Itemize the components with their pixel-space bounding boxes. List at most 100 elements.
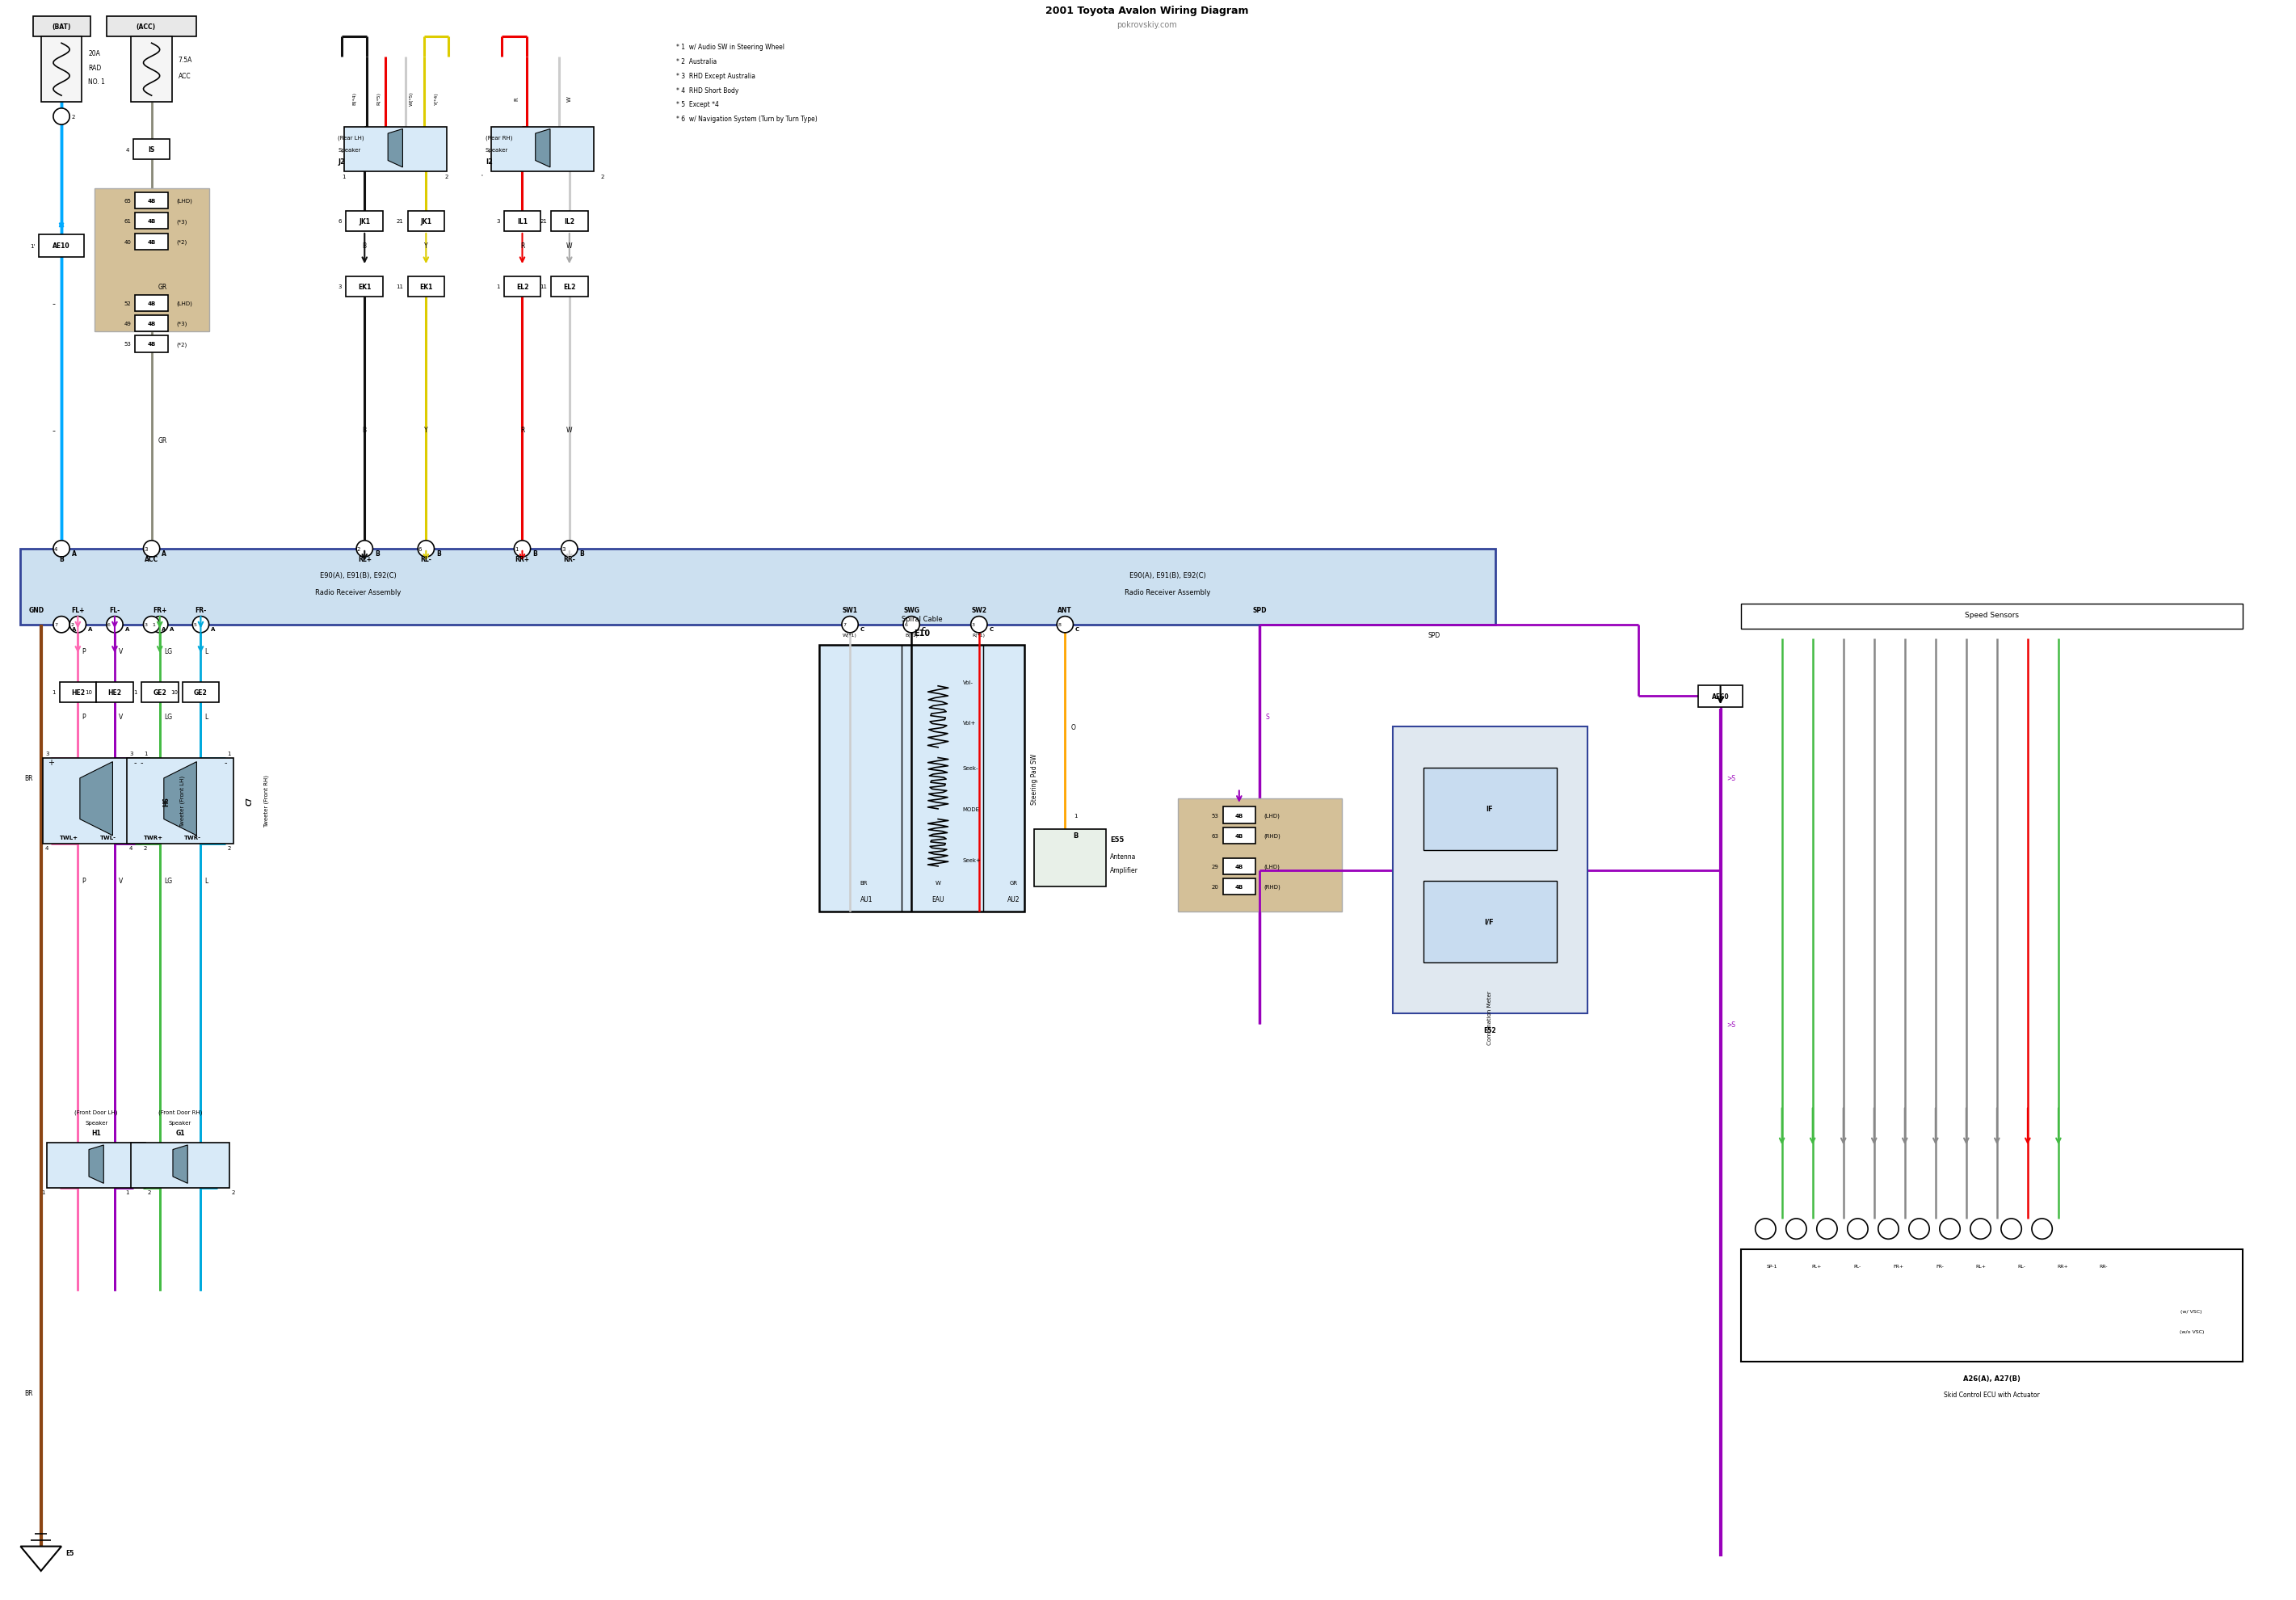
Text: 1: 1	[1075, 813, 1077, 818]
Text: 1: 1	[152, 622, 156, 627]
Text: * 2  Australia: * 2 Australia	[675, 58, 716, 66]
Text: 2: 2	[71, 622, 73, 627]
Text: 20A: 20A	[87, 50, 101, 58]
Bar	[21, 549, 1495, 626]
Text: EK1: EK1	[420, 283, 432, 291]
Text: >S: >S	[1727, 774, 1736, 782]
Text: 3: 3	[145, 622, 147, 627]
Bar	[551, 277, 588, 298]
Text: Tweeter (Front RH): Tweeter (Front RH)	[264, 774, 269, 827]
Bar	[106, 16, 197, 37]
Circle shape	[53, 541, 69, 557]
Circle shape	[1878, 1219, 1899, 1240]
Text: FR-: FR-	[195, 606, 207, 614]
Text: RL+: RL+	[1975, 1264, 1986, 1267]
Text: Antenna: Antenna	[1109, 853, 1137, 859]
Bar	[94, 189, 209, 333]
Text: A: A	[170, 627, 174, 632]
Text: ACC: ACC	[179, 72, 191, 80]
Text: V: V	[119, 648, 124, 654]
Bar	[44, 758, 149, 845]
Bar	[1178, 798, 1341, 912]
Bar	[181, 682, 218, 702]
Text: TWL-: TWL-	[101, 835, 117, 840]
Text: Y: Y	[425, 243, 427, 250]
Text: NO. 1: NO. 1	[87, 78, 106, 86]
Text: H6: H6	[163, 797, 170, 806]
Text: 40: 40	[124, 240, 131, 245]
Text: 53: 53	[1212, 813, 1219, 818]
Text: L: L	[204, 714, 209, 720]
Text: R(*1): R(*1)	[974, 634, 985, 637]
Text: 1: 1	[496, 285, 501, 290]
Text: Skid Control ECU with Actuator: Skid Control ECU with Actuator	[1945, 1392, 2039, 1398]
Text: Seek+: Seek+	[962, 858, 980, 862]
Text: (LHD): (LHD)	[177, 198, 193, 203]
Text: B: B	[436, 550, 441, 557]
Bar	[347, 277, 383, 298]
Text: 2: 2	[145, 846, 147, 851]
Text: Speaker: Speaker	[85, 1120, 108, 1125]
Text: EAU: EAU	[932, 896, 944, 902]
Bar	[1224, 806, 1256, 824]
Text: BR: BR	[25, 774, 32, 782]
Text: 3: 3	[46, 752, 48, 757]
Bar	[126, 758, 234, 845]
Text: R: R	[521, 427, 523, 434]
Text: P: P	[83, 877, 85, 885]
Text: A: A	[211, 627, 216, 632]
Text: -: -	[140, 758, 142, 766]
Text: 1': 1'	[30, 243, 34, 248]
Text: ANT: ANT	[1058, 606, 1072, 614]
Bar	[1033, 830, 1107, 886]
Text: AU1: AU1	[861, 896, 872, 902]
Text: Speaker: Speaker	[484, 147, 507, 152]
Text: V: V	[119, 714, 124, 720]
Text: GE2: GE2	[154, 690, 168, 696]
Text: -: -	[53, 299, 55, 307]
Text: B(*4): B(*4)	[351, 93, 356, 106]
Text: L: L	[204, 877, 209, 885]
Text: 21: 21	[540, 219, 546, 224]
Text: * 4  RHD Short Body: * 4 RHD Short Body	[675, 86, 739, 94]
Text: 4B: 4B	[1235, 885, 1244, 890]
Text: Speaker: Speaker	[170, 1120, 191, 1125]
Text: * 5  Except *4: * 5 Except *4	[675, 101, 719, 109]
Text: LG: LG	[163, 714, 172, 720]
Text: (RHD): (RHD)	[1263, 834, 1281, 838]
Text: B: B	[1072, 832, 1077, 840]
Polygon shape	[163, 762, 197, 835]
Polygon shape	[388, 130, 402, 168]
Text: (Rear RH): (Rear RH)	[484, 134, 512, 141]
Text: P: P	[83, 714, 85, 720]
Text: GR: GR	[158, 437, 168, 445]
Text: 10: 10	[85, 690, 92, 694]
Text: 11: 11	[397, 285, 404, 290]
Text: 6: 6	[338, 219, 342, 224]
Text: 2: 2	[602, 174, 604, 179]
Text: GND: GND	[30, 606, 44, 614]
Bar	[1699, 685, 1743, 707]
Text: A: A	[87, 627, 92, 632]
Text: 4B: 4B	[147, 198, 156, 203]
Circle shape	[53, 109, 69, 125]
Text: 65: 65	[124, 198, 131, 203]
Text: >S: >S	[1727, 1021, 1736, 1027]
Text: SWG: SWG	[902, 606, 918, 614]
Text: Vol-: Vol-	[962, 680, 974, 685]
Circle shape	[1786, 1219, 1807, 1240]
Text: 4B: 4B	[147, 240, 156, 245]
Text: JK1: JK1	[358, 218, 370, 226]
Text: -: -	[53, 426, 55, 435]
Circle shape	[418, 541, 434, 557]
Text: SPD: SPD	[1254, 606, 1267, 614]
Text: 7.5A: 7.5A	[179, 56, 193, 64]
Text: * 6  w/ Navigation System (Turn by Turn Type): * 6 w/ Navigation System (Turn by Turn T…	[675, 115, 817, 123]
Text: B: B	[374, 550, 379, 557]
Text: * 1  w/ Audio SW in Steering Wheel: * 1 w/ Audio SW in Steering Wheel	[675, 43, 785, 51]
Text: W: W	[567, 427, 572, 434]
Text: 1: 1	[126, 1190, 129, 1195]
Text: TWR+: TWR+	[142, 835, 163, 840]
Polygon shape	[80, 762, 113, 835]
Text: (w/ VSC): (w/ VSC)	[2181, 1309, 2202, 1314]
